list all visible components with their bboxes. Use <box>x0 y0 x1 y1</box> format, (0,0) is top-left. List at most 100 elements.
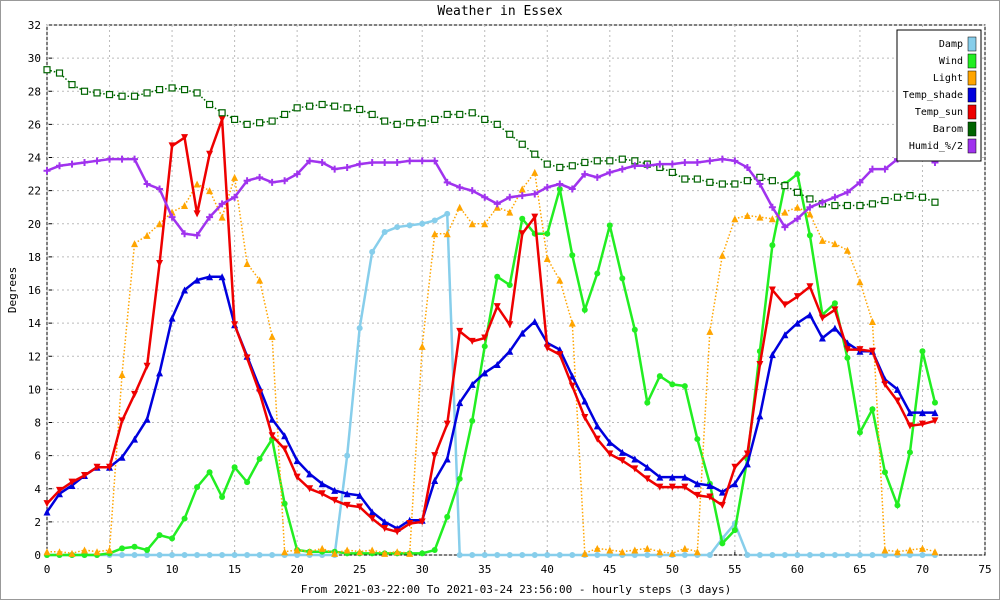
data-point <box>893 193 902 201</box>
data-point <box>318 544 326 552</box>
data-point <box>506 321 514 329</box>
data-point <box>768 215 776 223</box>
data-point <box>668 160 676 168</box>
y-tick-label: 18 <box>28 251 41 264</box>
x-tick-label: 15 <box>228 563 241 576</box>
data-point <box>181 286 189 294</box>
data-point <box>131 552 138 558</box>
data-point <box>219 494 226 501</box>
data-point <box>781 223 789 231</box>
y-axis-label: Degrees <box>6 267 19 313</box>
data-point <box>93 157 101 165</box>
data-point <box>394 224 401 231</box>
x-tick-label: 25 <box>353 563 366 576</box>
data-point <box>68 81 76 89</box>
data-point <box>931 198 939 206</box>
data-point <box>493 200 501 208</box>
data-point <box>281 445 289 453</box>
data-point <box>706 493 714 501</box>
data-point <box>106 463 114 471</box>
data-point <box>793 203 801 211</box>
legend-swatch <box>967 36 977 52</box>
data-point <box>406 520 414 528</box>
data-point <box>793 215 801 223</box>
data-point <box>544 230 551 237</box>
data-point <box>293 104 301 112</box>
data-point <box>456 327 464 335</box>
data-point <box>256 455 263 462</box>
data-point <box>431 217 438 224</box>
data-point <box>443 455 451 463</box>
data-point <box>793 293 801 301</box>
data-point <box>369 248 376 255</box>
y-tick-label: 10 <box>28 383 41 396</box>
data-point <box>706 178 714 186</box>
data-point <box>731 480 739 488</box>
data-point <box>793 188 802 196</box>
legend-swatch <box>967 121 977 137</box>
data-point <box>506 282 513 289</box>
data-point <box>681 483 689 491</box>
data-point <box>569 552 576 558</box>
data-point <box>194 484 201 491</box>
data-point <box>631 326 638 333</box>
data-point <box>481 334 489 342</box>
data-point <box>606 546 614 554</box>
data-point <box>669 381 676 388</box>
data-point <box>256 552 263 558</box>
data-point <box>468 380 476 388</box>
data-point <box>731 463 739 471</box>
data-point <box>268 432 276 440</box>
data-point <box>544 552 551 558</box>
x-tick-label: 0 <box>44 563 51 576</box>
data-point <box>731 157 739 165</box>
data-point <box>893 397 901 405</box>
data-point <box>231 464 238 471</box>
data-point <box>831 300 838 307</box>
data-point <box>131 240 139 248</box>
data-point <box>856 201 864 210</box>
data-point <box>868 317 876 325</box>
data-point <box>281 177 289 185</box>
data-point <box>806 203 814 211</box>
data-point <box>519 215 526 222</box>
data-point <box>156 532 163 539</box>
data-point <box>531 552 538 558</box>
data-point <box>868 200 877 208</box>
data-point <box>156 185 164 193</box>
legend-box <box>896 29 982 162</box>
data-point <box>431 547 438 554</box>
data-point <box>218 273 226 281</box>
data-point <box>618 155 626 163</box>
data-point <box>256 389 264 397</box>
data-point <box>606 438 614 446</box>
data-point <box>244 552 251 558</box>
data-point <box>368 515 376 523</box>
legend-label: Temp_sun <box>915 107 963 118</box>
legend-label: Wind <box>939 56 963 67</box>
x-tick-label: 5 <box>106 563 113 576</box>
data-point <box>56 486 64 494</box>
data-point <box>181 552 188 558</box>
data-point <box>306 470 314 478</box>
data-point <box>594 552 601 558</box>
data-point <box>406 222 413 229</box>
data-point <box>518 185 526 193</box>
data-point <box>693 158 701 166</box>
data-point <box>506 208 514 216</box>
data-point <box>218 200 226 208</box>
data-point <box>118 453 126 461</box>
data-point <box>506 130 514 138</box>
data-point <box>844 552 851 558</box>
data-point <box>418 119 426 127</box>
data-point <box>606 168 614 176</box>
data-point <box>431 476 439 484</box>
data-point <box>81 158 89 166</box>
data-point <box>243 354 251 362</box>
data-point <box>781 182 789 190</box>
y-tick-label: 24 <box>28 152 42 165</box>
data-point <box>631 455 639 463</box>
data-point <box>443 178 451 186</box>
x-tick-label: 35 <box>478 563 491 576</box>
data-point <box>318 100 326 109</box>
